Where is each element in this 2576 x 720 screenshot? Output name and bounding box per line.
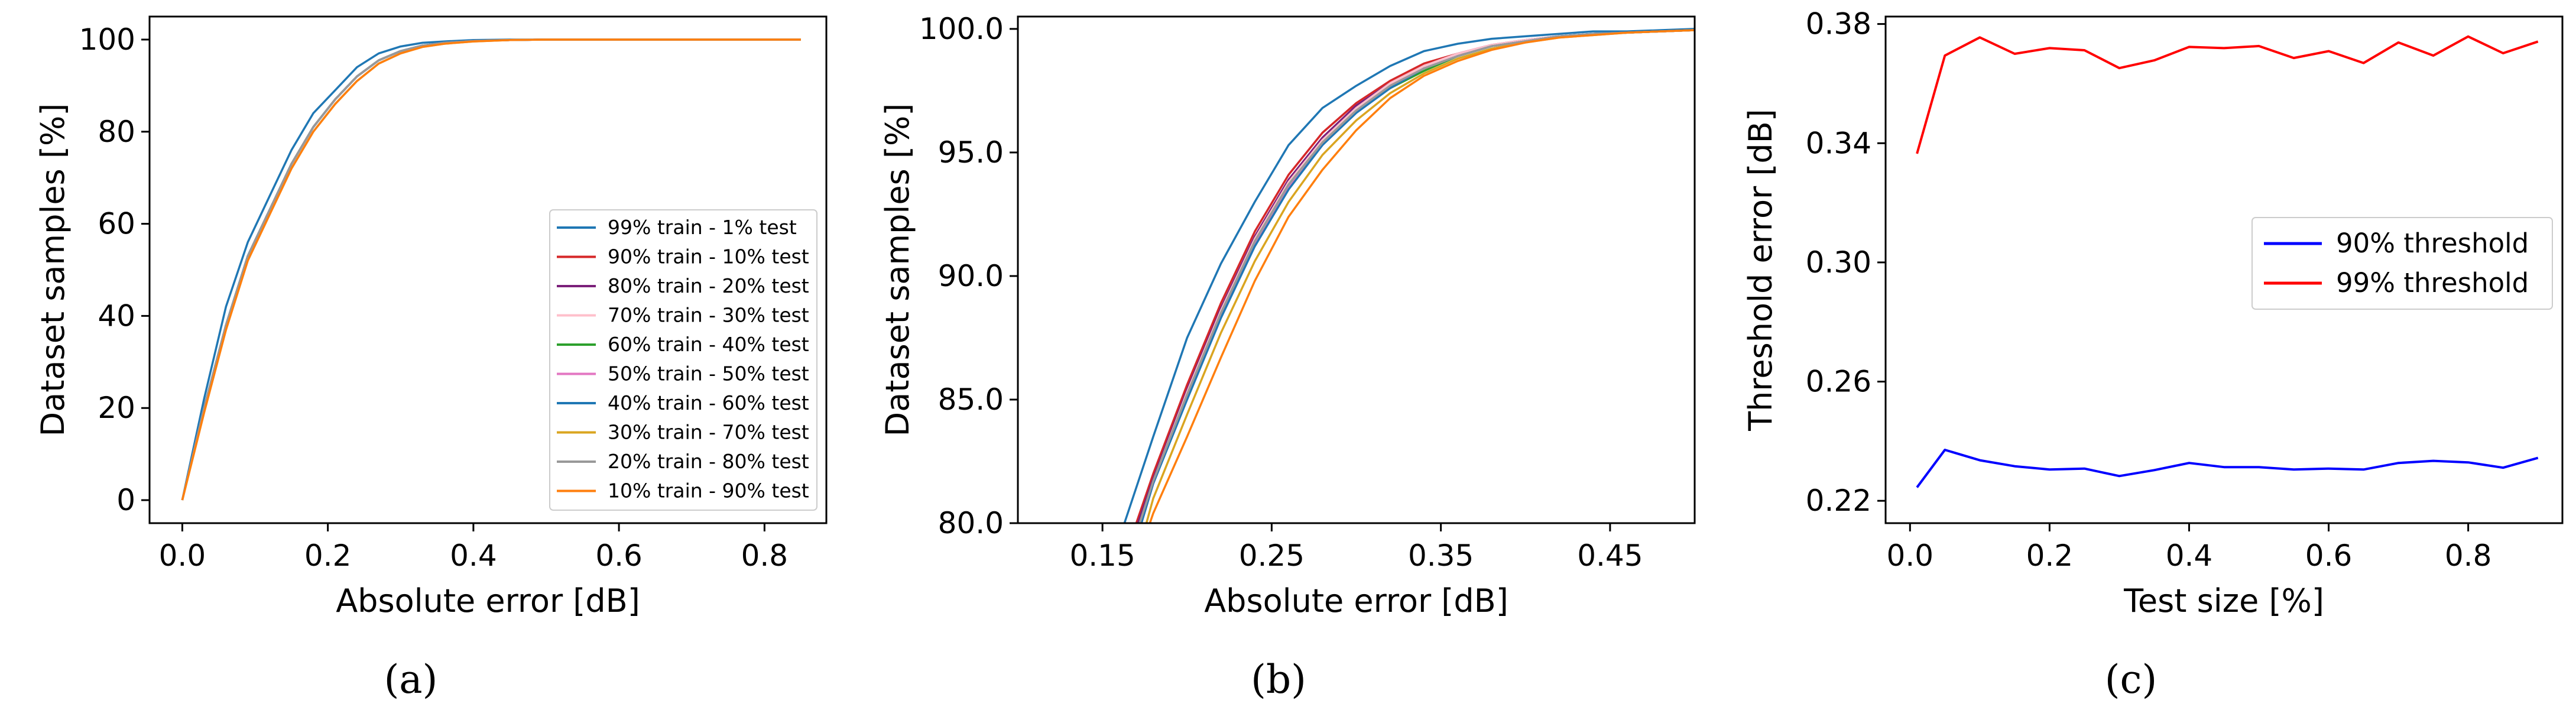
y-tick-label: 0.34 [1806, 126, 1871, 160]
y-tick-label: 85.0 [938, 382, 1004, 417]
y-tick-label: 0 [116, 483, 135, 517]
y-tick-label: 80.0 [938, 506, 1004, 540]
x-tick-label: 0.2 [2026, 539, 2074, 573]
x-axis-label: Test size [%] [2123, 582, 2324, 620]
legend-entry: 30% train - 70% test [608, 421, 809, 444]
x-tick-label: 0.15 [1069, 539, 1135, 573]
series-lines [181, 38, 801, 501]
y-tick-label: 0.38 [1806, 7, 1871, 41]
legend-entry: 50% train - 50% test [608, 362, 809, 385]
series-line-8 [1145, 29, 1695, 523]
y-tick-label: 40 [98, 299, 135, 333]
y-tick-label: 90.0 [938, 259, 1004, 293]
series-line-5 [1138, 29, 1695, 523]
series-lines [1123, 28, 1695, 523]
chart-panel-2: 0.15 0.25 0.35 0.45 80.0 85.0 90.0 95.0 100.0 Abs… [879, 12, 1696, 702]
y-tick-label: 20 [98, 391, 135, 425]
series-line-2 [1135, 29, 1695, 523]
x-tick-label: 0.2 [304, 539, 352, 573]
panel-label: (b) [1251, 657, 1306, 702]
legend-entry: 80% train - 20% test [608, 274, 809, 297]
x-tick-label: 0.4 [2166, 539, 2213, 573]
panel-label: (c) [2105, 657, 2157, 702]
y-tick-label: 95.0 [938, 135, 1004, 170]
series-line-2 [1916, 35, 2539, 154]
series-line-6 [1140, 29, 1695, 523]
x-tick-label: 0.0 [159, 539, 206, 573]
x-tick-label: 0.4 [450, 539, 497, 573]
y-tick-label: 0.26 [1806, 365, 1871, 399]
legend-entry: 99% threshold [2336, 267, 2529, 299]
plot-frame [148, 15, 828, 524]
series-line-10 [1149, 29, 1695, 523]
series-line-7 [1140, 29, 1695, 523]
y-axis-label: Threshold error [dB] [1742, 109, 1779, 432]
plot-frame [1017, 15, 1696, 524]
series-line-9 [1138, 29, 1695, 523]
y-tick-label: 80 [98, 115, 135, 149]
series-line-1 [1123, 28, 1695, 523]
plot-frame [1884, 15, 2564, 524]
y-axis-label: Dataset samples [%] [34, 103, 72, 437]
y-tick-label: 100.0 [919, 12, 1004, 46]
series-line-1 [1916, 449, 2539, 488]
y-tick-label: 0.22 [1806, 484, 1871, 518]
legend-entry: 60% train - 40% test [608, 333, 809, 356]
x-axis-label: Absolute error [dB] [1204, 582, 1508, 620]
series-line-10 [181, 38, 801, 501]
series-line-3 [1137, 29, 1695, 523]
chart-panel-1: 0.0 0.2 0.4 0.6 0.8 0 20 40 60 80 100 Absolute erro… [34, 15, 828, 702]
legend-entry: 90% threshold [2336, 228, 2529, 259]
x-tick-label: 0.0 [1887, 539, 1934, 573]
x-tick-label: 0.6 [595, 539, 643, 573]
legend-entry: 40% train - 60% test [608, 391, 809, 414]
x-axis-label: Absolute error [dB] [336, 582, 640, 620]
legend-entry: 99% train - 1% test [608, 216, 797, 239]
legend-entry: 10% train - 90% test [608, 479, 809, 502]
x-tick-label: 0.25 [1239, 539, 1305, 573]
x-tick-label: 0.45 [1577, 539, 1643, 573]
y-tick-label: 0.30 [1806, 245, 1871, 280]
legend: 90% threshold 99% threshold [2251, 217, 2553, 310]
y-tick-label: 60 [98, 207, 135, 241]
legend-entry: 70% train - 30% test [608, 304, 809, 327]
x-tick-label: 0.8 [2445, 539, 2492, 573]
legend-entry: 20% train - 80% test [608, 450, 809, 473]
legend-entry: 90% train - 10% test [608, 245, 809, 268]
legend: 99% train - 1% test 90% train - 10% test 8… [549, 209, 817, 511]
chart-panel-3: 0.0 0.2 0.4 0.6 0.8 0.22 0.26 0.30 0.34 0.38 Test … [1742, 7, 2564, 702]
x-tick-label: 0.8 [741, 539, 789, 573]
series-lines [1916, 35, 2539, 488]
y-tick-label: 100 [79, 22, 135, 57]
series-line-4 [1138, 29, 1695, 523]
x-tick-label: 0.6 [2305, 539, 2353, 573]
y-axis-label: Dataset samples [%] [879, 103, 916, 437]
x-tick-label: 0.35 [1408, 539, 1474, 573]
panel-label: (a) [384, 657, 438, 702]
